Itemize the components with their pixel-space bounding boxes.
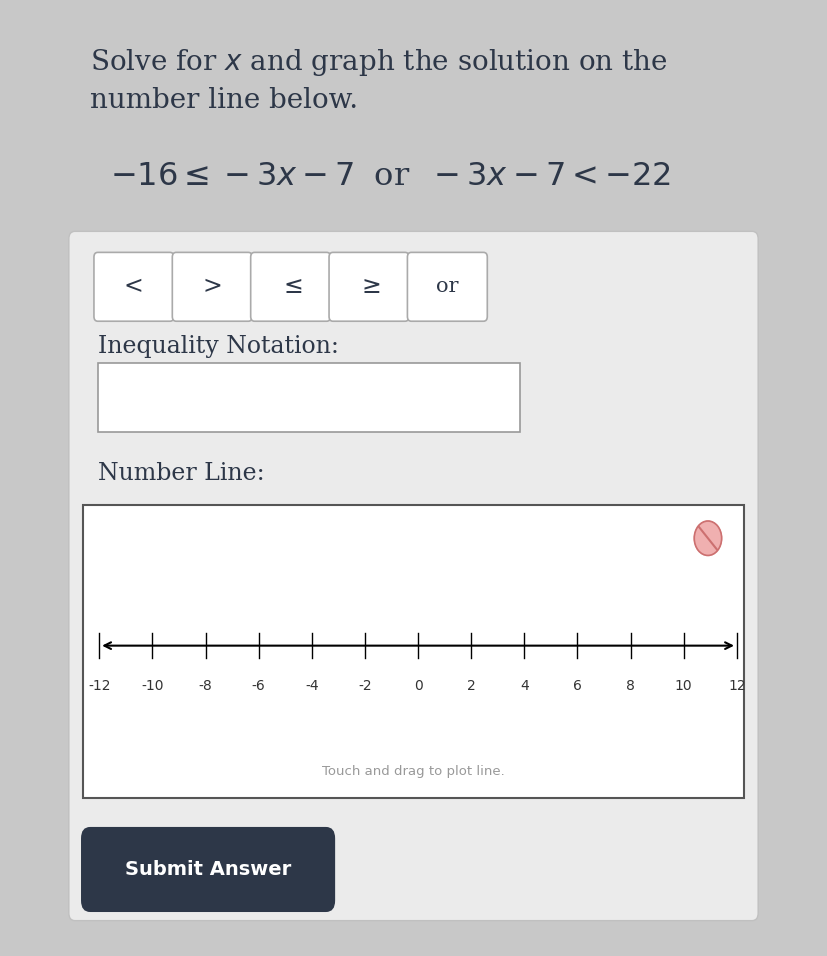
Text: 0: 0	[414, 679, 423, 693]
Text: $\geq$: $\geq$	[357, 275, 381, 298]
Circle shape	[694, 521, 722, 555]
Text: $-16 \leq -3x - 7\;$ or $\; -3x - 7 < -22$: $-16 \leq -3x - 7\;$ or $\; -3x - 7 < -2…	[110, 162, 672, 192]
Text: 10: 10	[675, 679, 692, 693]
Text: 4: 4	[520, 679, 528, 693]
Text: <: <	[124, 275, 144, 298]
FancyBboxPatch shape	[98, 363, 520, 432]
Text: Number Line:: Number Line:	[98, 462, 265, 485]
Text: number line below.: number line below.	[90, 87, 358, 114]
FancyBboxPatch shape	[69, 231, 758, 921]
Text: $\leq$: $\leq$	[279, 275, 303, 298]
Text: 8: 8	[626, 679, 635, 693]
Text: -6: -6	[251, 679, 265, 693]
Text: 12: 12	[728, 679, 746, 693]
Text: Solve for $x$ and graph the solution on the: Solve for $x$ and graph the solution on …	[90, 47, 668, 77]
FancyBboxPatch shape	[94, 252, 174, 321]
FancyBboxPatch shape	[408, 252, 487, 321]
Text: 2: 2	[466, 679, 476, 693]
Text: 6: 6	[573, 679, 582, 693]
Text: -8: -8	[198, 679, 213, 693]
Text: or: or	[436, 277, 459, 296]
FancyBboxPatch shape	[81, 827, 335, 912]
Text: Touch and drag to plot line.: Touch and drag to plot line.	[323, 765, 504, 778]
Text: -12: -12	[88, 679, 111, 693]
Text: -4: -4	[305, 679, 318, 693]
Text: -2: -2	[358, 679, 372, 693]
FancyBboxPatch shape	[251, 252, 331, 321]
FancyBboxPatch shape	[83, 505, 744, 798]
FancyBboxPatch shape	[172, 252, 252, 321]
Text: -10: -10	[141, 679, 164, 693]
Text: Submit Answer: Submit Answer	[125, 860, 291, 879]
Text: Inequality Notation:: Inequality Notation:	[98, 335, 338, 358]
Text: >: >	[203, 275, 222, 298]
FancyBboxPatch shape	[329, 252, 409, 321]
